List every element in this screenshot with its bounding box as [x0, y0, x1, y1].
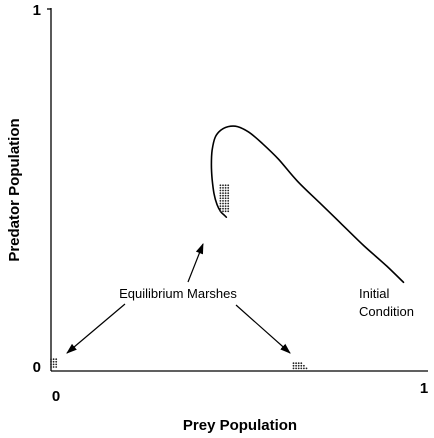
- marsh-dot: [222, 210, 224, 213]
- marsh-dot: [295, 362, 297, 365]
- marsh-dot: [305, 367, 308, 370]
- marsh-dot: [303, 367, 305, 370]
- x-tick-label-0: 0: [52, 388, 60, 405]
- marsh-dot: [292, 364, 295, 367]
- arrow-to-marsh-a: [187, 242, 204, 283]
- y-tick-label-1: 1: [33, 2, 41, 19]
- marsh-dot: [219, 207, 222, 210]
- marsh-dot: [219, 187, 222, 189]
- marsh-dot: [224, 184, 227, 187]
- marsh-dot: [227, 189, 230, 192]
- marsh-dot: [222, 205, 224, 208]
- x-tick-label-1: 1: [420, 380, 428, 397]
- marsh-dot: [303, 364, 305, 367]
- marsh-dot: [227, 202, 230, 205]
- marsh-dot: [297, 364, 300, 367]
- marsh-dot: [222, 192, 224, 195]
- marsh-dot: [300, 362, 303, 365]
- marsh-dot: [224, 187, 227, 189]
- marsh-dot: [300, 367, 303, 370]
- arrow-to-marsh-c: [235, 304, 291, 354]
- marsh-dot: [55, 360, 58, 363]
- equilibrium-marshes-label: Equilibrium Marshes: [119, 286, 237, 301]
- marsh-dot: [219, 194, 222, 197]
- initial-label: Initial: [359, 286, 389, 301]
- marsh-dot: [227, 197, 230, 200]
- marsh-dot: [219, 184, 222, 187]
- marsh-dot: [50, 366, 52, 368]
- marsh-dot: [222, 194, 224, 197]
- marsh-dot: [227, 207, 230, 210]
- marsh-dot: [224, 189, 227, 192]
- marsh-dot: [222, 207, 224, 210]
- marsh-dot: [55, 366, 58, 368]
- marsh-dot: [55, 363, 58, 366]
- marsh-dot: [224, 197, 227, 200]
- marsh-dot: [219, 202, 222, 205]
- marsh-dot: [219, 210, 222, 213]
- marsh-dot: [222, 200, 224, 202]
- marsh-dot: [52, 363, 55, 366]
- marsh-dot: [224, 194, 227, 197]
- x-axis-label: Prey Population: [183, 417, 297, 434]
- y-axis-label: Predator Population: [6, 118, 23, 261]
- marsh-dot: [50, 358, 52, 361]
- marsh-dot: [224, 192, 227, 195]
- marsh-dot: [224, 205, 227, 208]
- marsh-dot: [227, 194, 230, 197]
- marsh-dot: [224, 202, 227, 205]
- marsh-dot: [224, 210, 227, 213]
- marsh-dot: [297, 362, 300, 365]
- equilibrium-marsh-b: [50, 358, 58, 368]
- y-tick-label-0: 0: [33, 359, 41, 376]
- marsh-dot: [222, 184, 224, 187]
- marsh-dot: [219, 200, 222, 202]
- marsh-dot: [52, 358, 55, 361]
- marsh-dot: [222, 189, 224, 192]
- equilibrium-marsh-c: [292, 362, 308, 370]
- marsh-dot: [227, 187, 230, 189]
- marsh-dot: [50, 360, 52, 363]
- marsh-dot: [227, 184, 230, 187]
- condition-label: Condition: [359, 304, 414, 319]
- marsh-dot: [219, 189, 222, 192]
- marsh-dot: [52, 366, 55, 368]
- equilibrium-marsh-a: [219, 184, 230, 213]
- marsh-dot: [292, 362, 295, 365]
- marsh-dot: [219, 205, 222, 208]
- marsh-dot: [222, 187, 224, 189]
- arrow-to-marsh-b: [66, 303, 126, 354]
- marsh-dot: [295, 367, 297, 370]
- marsh-dot: [55, 358, 58, 361]
- marsh-dot: [292, 367, 295, 370]
- marsh-dot: [222, 202, 224, 205]
- marsh-dot: [224, 207, 227, 210]
- marsh-dot: [52, 360, 55, 363]
- marsh-dot: [297, 367, 300, 370]
- marsh-dot: [227, 205, 230, 208]
- marsh-dot: [219, 192, 222, 195]
- marsh-dot: [222, 197, 224, 200]
- marsh-dot: [300, 364, 303, 367]
- marsh-dot: [50, 363, 52, 366]
- marsh-dot: [227, 210, 230, 213]
- marsh-dot: [295, 364, 297, 367]
- marsh-dot: [227, 200, 230, 202]
- marsh-dot: [227, 192, 230, 195]
- trajectory-curve: [210, 125, 405, 284]
- marsh-dot: [219, 197, 222, 200]
- marsh-dot: [224, 200, 227, 202]
